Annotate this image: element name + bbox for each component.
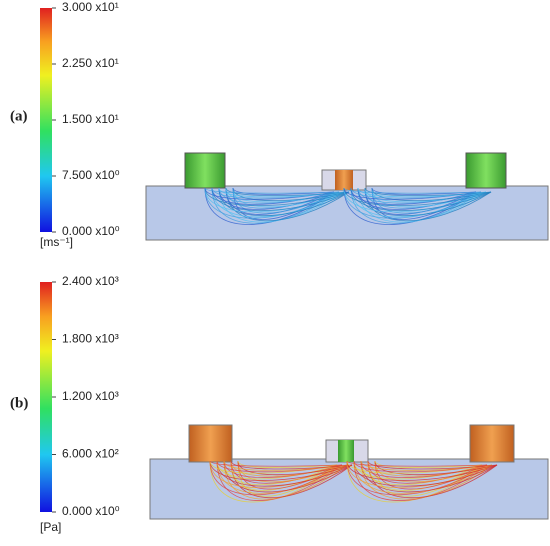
streamline [223, 460, 338, 486]
inlet [184, 152, 226, 189]
streamline [209, 460, 353, 481]
streamline [204, 187, 345, 213]
streamline [374, 460, 488, 490]
tick-label: 2.400 x10³ [62, 274, 119, 288]
streamline [353, 460, 498, 487]
streamline [230, 460, 348, 477]
streamline [216, 460, 338, 480]
streamline [367, 460, 493, 477]
streamline [225, 187, 340, 209]
inlet [188, 424, 233, 463]
unit-label: [ms⁻¹] [40, 235, 73, 249]
unit-label: [Pa] [40, 520, 61, 534]
streamline [374, 460, 493, 483]
streamline [225, 187, 350, 197]
streamline [209, 460, 343, 467]
streamline [357, 187, 477, 210]
streamline [218, 187, 340, 204]
inlet [465, 152, 507, 189]
tick-label: 6.000 x10² [62, 447, 119, 461]
streamline [357, 187, 482, 204]
streamline [218, 187, 335, 210]
panel-label: (a) [10, 108, 28, 124]
streamline [346, 460, 488, 496]
streamline [237, 460, 338, 468]
tick-label: 3.000 x10¹ [62, 0, 119, 14]
streamline [216, 460, 353, 487]
streamline [216, 460, 343, 501]
streamline [204, 187, 335, 225]
streamline [353, 460, 488, 501]
streamline [204, 187, 340, 194]
tick-label: 0.000 x10⁰ [62, 504, 120, 518]
streamline [374, 460, 483, 468]
streamline [230, 460, 353, 470]
tick-label: 1.500 x10¹ [62, 112, 119, 126]
streamline [350, 187, 482, 224]
streamline [211, 187, 335, 205]
streamline [346, 460, 498, 481]
streamline [346, 460, 483, 503]
streamline [350, 187, 477, 205]
tick-label: 1.800 x10³ [62, 332, 119, 346]
streamline [211, 187, 340, 224]
outlet-core [335, 170, 353, 190]
streamline [343, 187, 477, 225]
streamline [346, 460, 493, 488]
streamline [216, 460, 348, 494]
colorbar [40, 8, 52, 232]
streamline [204, 187, 350, 206]
inlet [469, 424, 515, 463]
streamline [343, 187, 492, 206]
streamline [353, 460, 483, 480]
streamline [223, 460, 343, 478]
streamline [350, 187, 487, 218]
tick-label: 7.500 x10⁰ [62, 168, 120, 182]
streamline [353, 460, 493, 494]
streamline [211, 187, 350, 212]
streamline [360, 460, 488, 478]
colorbar [40, 282, 52, 512]
tick-label: 2.250 x10¹ [62, 56, 119, 70]
tick-label: 1.200 x10³ [62, 389, 119, 403]
tick-label: 0.000 x10⁰ [62, 224, 120, 238]
streamline [350, 187, 492, 212]
streamline [367, 460, 498, 470]
streamline [209, 460, 338, 503]
streamline [209, 460, 348, 488]
streamline [343, 187, 482, 194]
streamline [343, 187, 487, 213]
streamline [346, 460, 488, 467]
panel-label: (b) [10, 395, 28, 411]
outlet-core [338, 440, 354, 462]
streamline [364, 187, 492, 197]
